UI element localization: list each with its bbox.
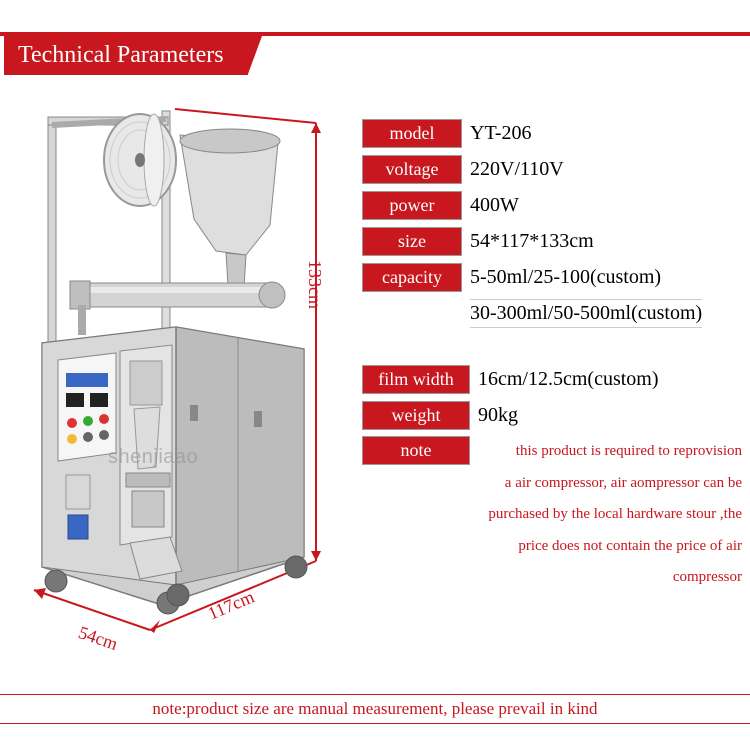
spec-row: film width 16cm/12.5cm(custom) — [362, 364, 742, 394]
spec-row: power 400W — [362, 190, 742, 220]
spec-row: size 54*117*133cm — [362, 226, 742, 256]
spec-value: YT-206 — [470, 122, 531, 145]
note-text: this product is required to reprovisiona… — [478, 436, 742, 594]
spec-value: 5-50ml/25-100(custom) — [470, 266, 661, 289]
spec-value: 220V/110V — [470, 158, 564, 181]
spec-row-note: note this product is required to reprovis… — [362, 436, 742, 594]
spec-label: capacity — [362, 263, 462, 292]
spec-value: 90kg — [478, 404, 518, 427]
spec-label: model — [362, 119, 462, 148]
spec-label: power — [362, 191, 462, 220]
spec-row: voltage 220V/110V — [362, 154, 742, 184]
spec-value: 54*117*133cm — [470, 230, 594, 253]
spec-row: weight 90kg — [362, 400, 742, 430]
footer-note: note:product size are manual measurement… — [0, 694, 750, 724]
spec-row: 30-300ml/50-500ml(custom) — [362, 298, 742, 328]
product-diagram — [20, 105, 330, 645]
spec-value: 400W — [470, 194, 519, 217]
spec-label: note — [362, 436, 470, 465]
spec-value: 16cm/12.5cm(custom) — [478, 368, 659, 391]
spec-value: 30-300ml/50-500ml(custom) — [470, 299, 702, 328]
page-title: Technical Parameters — [4, 36, 248, 75]
watermark: shenjiaao — [108, 446, 198, 469]
spec-label: film width — [362, 365, 470, 394]
spec-table: model YT-206 voltage 220V/110V power 400W size… — [362, 118, 742, 594]
dimension-height: 133cm — [304, 260, 325, 309]
spec-label: voltage — [362, 155, 462, 184]
spec-label: weight — [362, 401, 470, 430]
spec-row: model YT-206 — [362, 118, 742, 148]
spec-row: capacity 5-50ml/25-100(custom) — [362, 262, 742, 292]
spec-label: size — [362, 227, 462, 256]
